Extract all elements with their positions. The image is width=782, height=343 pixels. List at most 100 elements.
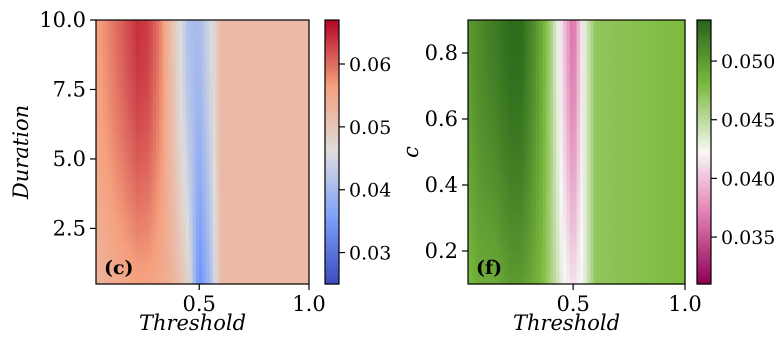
heatmap-cell (215, 26, 220, 34)
heatmap-cell (212, 39, 217, 47)
heatmap-cell (488, 33, 493, 41)
heatmap-cell (209, 59, 214, 67)
heatmap-cell (583, 132, 588, 140)
heatmap-cell (249, 59, 254, 67)
heatmap-cell (102, 191, 107, 199)
heatmap-cell (165, 264, 170, 272)
heatmap-cell (159, 231, 164, 239)
heatmap-cell (99, 224, 104, 232)
heatmap-cell (209, 178, 214, 186)
heatmap-cell (179, 178, 184, 186)
heatmap-cell (586, 59, 591, 67)
heatmap-cell (292, 191, 297, 199)
heatmap-cell (593, 185, 598, 193)
heatmap-cell (159, 244, 164, 252)
heatmap-cell (498, 20, 503, 28)
heatmap-cell (529, 33, 534, 41)
heatmap-cell (481, 165, 486, 173)
heatmap-cell (169, 270, 174, 278)
heatmap-cell (586, 79, 591, 87)
heatmap-cell (175, 59, 180, 67)
heatmap-cell (209, 112, 214, 120)
heatmap-cell (651, 138, 656, 146)
heatmap-cell (212, 251, 217, 259)
heatmap-cell (282, 86, 287, 94)
heatmap-cell (586, 257, 591, 265)
heatmap-cell (484, 20, 489, 28)
heatmap-cell (539, 66, 544, 74)
heatmap-cell (272, 66, 277, 74)
heatmap-cell (620, 138, 625, 146)
heatmap-cell (202, 264, 207, 272)
heatmap-cell (522, 79, 527, 87)
heatmap-cell (215, 165, 220, 173)
heatmap-cell (596, 105, 601, 113)
heatmap-cell (515, 152, 520, 160)
heatmap-cell (573, 237, 578, 245)
heatmap-cell (119, 158, 124, 166)
heatmap-cell (182, 251, 187, 259)
heatmap-cell (661, 185, 666, 193)
heatmap-cell (169, 112, 174, 120)
heatmap-cell (657, 125, 662, 133)
heatmap-cell (295, 112, 300, 120)
heatmap-cell (586, 185, 591, 193)
heatmap-cell (596, 277, 601, 285)
heatmap-cell (508, 171, 513, 179)
heatmap-cell (132, 145, 137, 153)
heatmap-cell (255, 270, 260, 278)
heatmap-cell (474, 204, 479, 212)
heatmap-cell (139, 66, 144, 74)
heatmap-cell (491, 237, 496, 245)
heatmap-cell (149, 59, 154, 67)
heatmap-cell (637, 270, 642, 278)
heatmap-cell (305, 211, 310, 219)
heatmap-cell (596, 251, 601, 259)
heatmap-cell (212, 105, 217, 113)
heatmap-cell (630, 152, 635, 160)
heatmap-cell (162, 99, 167, 107)
heatmap-cell (185, 26, 190, 34)
heatmap-cell (593, 66, 598, 74)
heatmap-cell (657, 244, 662, 252)
heatmap-cell (209, 270, 214, 278)
heatmap-cell (125, 218, 130, 226)
heatmap-cell (182, 53, 187, 61)
heatmap-cell (512, 138, 517, 146)
heatmap-cell (512, 33, 517, 41)
heatmap-cell (119, 224, 124, 232)
heatmap-cell (471, 270, 476, 278)
heatmap-cell (199, 86, 204, 94)
heatmap-cell (259, 231, 264, 239)
heatmap-cell (647, 125, 652, 133)
heatmap-cell (535, 20, 540, 28)
heatmap-cell (285, 59, 290, 67)
heatmap-cell (249, 125, 254, 133)
heatmap-cell (235, 251, 240, 259)
heatmap-cell (105, 26, 110, 34)
heatmap-cell (122, 185, 127, 193)
heatmap-cell (152, 191, 157, 199)
heatmap-cell (242, 277, 247, 285)
heatmap-cell (215, 171, 220, 179)
heatmap-cell (471, 198, 476, 206)
heatmap-cell (651, 204, 656, 212)
heatmap-cell (122, 171, 127, 179)
heatmap-cell (209, 33, 214, 41)
heatmap-cell (289, 171, 293, 179)
heatmap-cell (613, 145, 618, 153)
heatmap-cell (603, 105, 608, 113)
heatmap-cell (532, 112, 537, 120)
heatmap-cell (617, 198, 622, 206)
heatmap-cell (569, 138, 574, 146)
heatmap-cell (209, 198, 214, 206)
heatmap-cell (102, 132, 107, 140)
heatmap-cell (272, 53, 277, 61)
heatmap-cell (185, 237, 190, 245)
heatmap-cell (139, 231, 144, 239)
heatmap-cell (640, 119, 645, 127)
heatmap-cell (115, 165, 120, 173)
colorbar-tick-label: 0.06 (349, 54, 391, 76)
heatmap-cell (99, 20, 104, 28)
heatmap-cell (596, 264, 601, 272)
